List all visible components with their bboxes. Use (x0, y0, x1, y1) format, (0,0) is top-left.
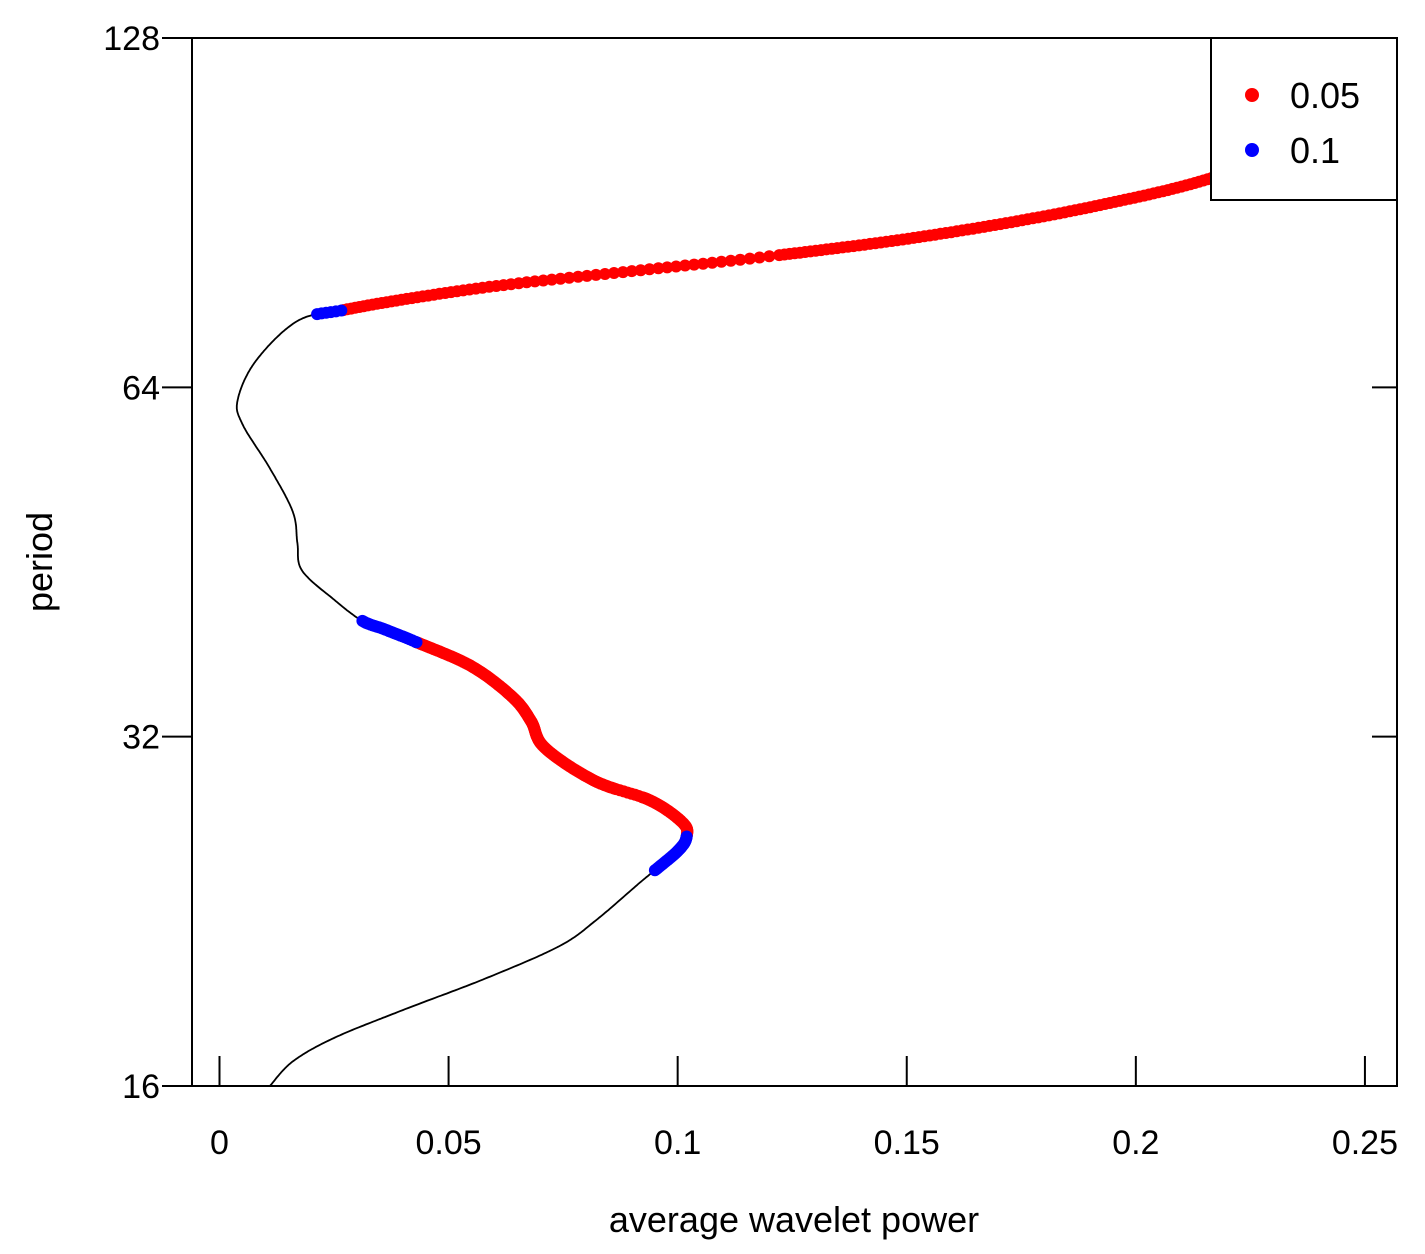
x-tick-label: 0 (210, 1124, 229, 1162)
data-point-0-05 (688, 258, 701, 271)
x-axis-title: average wavelet power (609, 1199, 979, 1240)
y-tick-label: 128 (103, 20, 160, 58)
x-tick-label: 0.1 (654, 1124, 701, 1162)
data-point-0-05 (763, 250, 776, 263)
y-axis-title: period (19, 512, 60, 612)
power-curve-line (235, 54, 1362, 1087)
data-point-0-05 (652, 262, 665, 275)
x-tick-label: 0.25 (1332, 1124, 1398, 1162)
y-tick-label: 16 (122, 1068, 160, 1106)
data-point-0-05 (734, 253, 747, 266)
legend-label-0-05: 0.05 (1290, 75, 1360, 116)
data-point-0-05 (697, 257, 710, 270)
y-tick-label: 32 (122, 719, 160, 757)
x-tick-label: 0.05 (415, 1124, 481, 1162)
data-point-0-1 (335, 304, 348, 317)
data-point-0-05 (679, 259, 692, 272)
x-tick-label: 0.2 (1112, 1124, 1159, 1162)
data-point-0-05 (617, 266, 629, 279)
data-point-0-05 (715, 255, 728, 268)
data-point-0-1 (680, 830, 693, 843)
legend-box (1210, 37, 1398, 201)
x-tick-label: 0.15 (874, 1124, 940, 1162)
data-point-0-05 (563, 271, 576, 284)
data-point-0-05 (554, 272, 567, 285)
data-point-0-05 (643, 263, 656, 276)
data-point-0-05 (753, 251, 766, 264)
data-point-0-05 (572, 270, 585, 283)
data-point-0-1 (356, 614, 369, 627)
data-point-0-05 (545, 273, 558, 286)
legend: 0.05 0.1 (1210, 37, 1398, 201)
legend-marker-0-05 (1245, 88, 1259, 102)
data-point-0-05 (743, 252, 756, 265)
data-point-0-05 (608, 267, 620, 279)
data-point-0-05 (724, 254, 737, 267)
significance-points (311, 48, 1367, 877)
data-point-0-05 (599, 268, 611, 280)
data-point-0-05 (581, 269, 593, 282)
axis-ticks (162, 37, 1397, 1087)
x-axis-tick-labels: 0 0.05 0.1 0.15 0.2 0.25 (210, 1124, 1398, 1162)
data-point-0-05 (661, 261, 674, 274)
data-point-0-05 (670, 260, 683, 273)
legend-marker-0-1 (1245, 143, 1259, 157)
y-tick-label: 64 (122, 369, 160, 407)
data-point-0-05 (625, 265, 638, 278)
data-point-0-05 (706, 256, 719, 269)
legend-label-0-1: 0.1 (1290, 130, 1340, 171)
data-point-0-05 (634, 264, 647, 277)
plot-box (191, 37, 1398, 1087)
y-axis-tick-labels: 16 32 64 128 (103, 20, 160, 1106)
data-point-0-05 (590, 268, 602, 281)
